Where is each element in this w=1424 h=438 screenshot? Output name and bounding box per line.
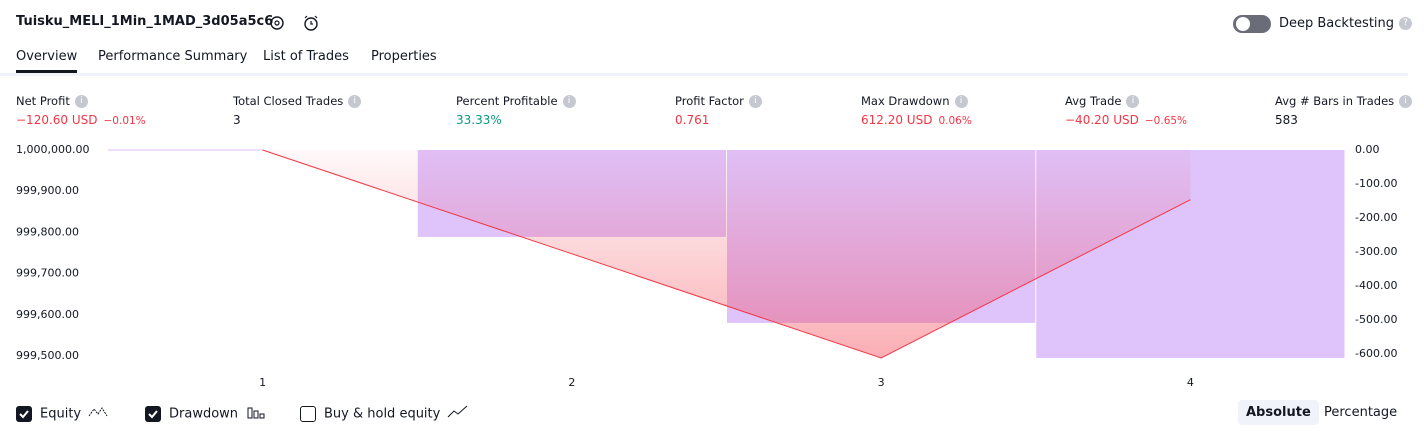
checkbox[interactable]: Buy & hold equity [300, 405, 472, 423]
metric-label-text: Net Profit [16, 94, 70, 108]
checkbox[interactable]: Equity [16, 405, 113, 423]
y2-tick-label: -600.00 [1355, 347, 1397, 360]
checkbox-box[interactable] [300, 406, 316, 422]
metric-value-text: −120.60 USD [16, 113, 98, 127]
tab-divider [0, 73, 1408, 76]
metric-label: Max Drawdown i [861, 94, 968, 108]
info-icon[interactable]: i [562, 95, 576, 108]
info-icon[interactable]: i [348, 95, 362, 108]
metric-value-text: 3 [233, 113, 241, 127]
info-icon[interactable]: i [954, 95, 968, 108]
y2-tick-label: 0.00 [1355, 143, 1380, 156]
info-icon[interactable]: i [1399, 95, 1413, 108]
y-tick-label: 999,500.00 [16, 349, 79, 362]
toggle[interactable] [1232, 13, 1272, 35]
info-icon[interactable]: i [74, 95, 88, 108]
metric-label: Avg # Bars in Trades i [1275, 94, 1413, 108]
chart: 1,000,000.00 999,900.00 999,800.00 999,700.… [16, 143, 1397, 389]
checkbox-label: Drawdown [169, 406, 239, 422]
metric-value-text: 0.761 [675, 113, 710, 127]
metric-label-text: Percent Profitable [456, 94, 558, 108]
strategy-title: Tuisku_MELI_1Min_1MAD_3d05a5c6 [16, 14, 274, 29]
y2-tick-label: -500.00 [1355, 313, 1397, 326]
metric-value: 0.761 [675, 113, 709, 127]
metric-value-text: 33.33% [456, 113, 502, 127]
y2-tick-label: -200.00 [1355, 211, 1397, 224]
metric-label: Net Profit i [16, 94, 88, 108]
metric-value-text: 583 [1275, 113, 1298, 127]
metric-label: Percent Profitable i [456, 94, 576, 108]
checkbox-icon [244, 407, 270, 423]
y-tick-label: 999,700.00 [16, 267, 79, 280]
toggle-button[interactable]: Percentage [1324, 405, 1398, 420]
metric-value: 33.33% [456, 113, 502, 127]
y-tick-label: 999,900.00 [16, 184, 79, 197]
metric-label-text: Total Closed Trades [233, 94, 344, 108]
tab[interactable]: Properties [371, 49, 437, 64]
x-tick-label: 4 [1187, 376, 1194, 389]
info-icon[interactable]: i [748, 95, 762, 108]
x-tick-label: 1 [259, 376, 266, 389]
metric-value: 583 [1275, 113, 1298, 127]
metric-label-text: Profit Factor [675, 94, 744, 108]
metric-percent: −0.01% [103, 115, 146, 127]
metric-value: 612.20 USD 0.06% [861, 113, 972, 127]
toggle-text: Deep Backtesting [1279, 16, 1395, 31]
metric-percent: −0.65% [1144, 115, 1188, 127]
metric-value-text: −40.20 USD [1065, 113, 1139, 127]
info-icon[interactable]: ? [1399, 17, 1413, 30]
y-tick-label: 999,600.00 [16, 308, 79, 321]
metric-label-text: Avg Trade [1065, 94, 1122, 108]
metric-value: −40.20 USD −0.65% [1065, 113, 1187, 127]
x-tick-label: 2 [568, 376, 575, 389]
y-tick-label: 1,000,000.00 [16, 143, 89, 156]
tab[interactable]: Performance Summary [98, 49, 248, 64]
metric-value: 3 [233, 113, 241, 127]
header-icons[interactable] [268, 14, 318, 34]
metric-value: −120.60 USD −0.01% [16, 113, 146, 127]
metric-label-text: Avg # Bars in Trades [1275, 94, 1395, 108]
info-icon[interactable]: i [1126, 95, 1140, 108]
checkbox-box[interactable] [145, 406, 161, 422]
metric-label: Avg Trade i [1065, 94, 1140, 108]
metric-label: Profit Factor i [675, 94, 762, 108]
tab[interactable]: Overview [16, 49, 78, 73]
checkbox-icon [446, 405, 472, 423]
equity-line [262, 149, 1191, 359]
checkbox-box[interactable] [16, 406, 32, 422]
metric-percent: 0.06% [938, 115, 972, 127]
metric-label: Total Closed Trades i [233, 94, 362, 108]
y2-tick-label: -300.00 [1355, 245, 1397, 258]
toggle-button[interactable]: Absolute [1238, 400, 1319, 425]
tab[interactable]: List of Trades [263, 49, 349, 64]
checkbox-label: Equity [40, 406, 82, 422]
checkbox-icon [87, 407, 113, 423]
y2-tick-label: -400.00 [1355, 279, 1397, 292]
x-tick-label: 3 [878, 376, 885, 389]
metric-value-text: 612.20 USD [861, 113, 933, 127]
checkbox[interactable]: Drawdown [145, 405, 270, 423]
toggle-label: Deep Backtesting? [1279, 16, 1413, 31]
checkbox-label: Buy & hold equity [324, 406, 441, 422]
metric-label-text: Max Drawdown [861, 94, 950, 108]
y2-tick-label: -100.00 [1355, 177, 1397, 190]
equity-area [262, 150, 1191, 358]
y-tick-label: 999,800.00 [16, 225, 79, 238]
